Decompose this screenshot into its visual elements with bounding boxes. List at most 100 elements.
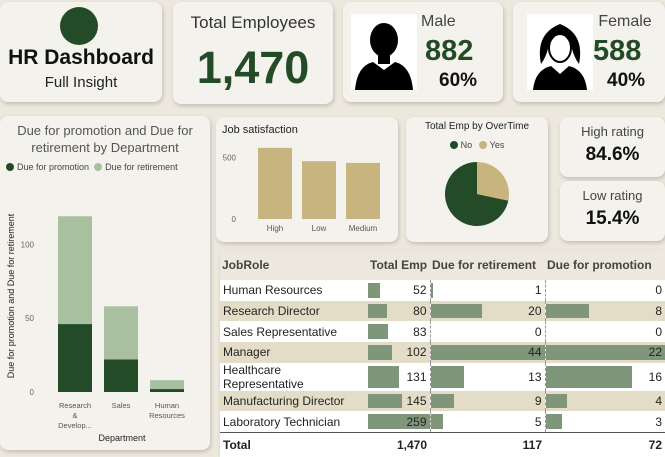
cell-due-promotion: 3 — [545, 411, 665, 432]
cell-total-emp: 83 — [368, 321, 430, 342]
cell-due-retirement: 9 — [430, 391, 545, 412]
cell-due-retirement: 20 — [430, 301, 545, 322]
cell-due-retirement: 44 — [430, 342, 545, 363]
cell-total-emp: 80 — [368, 301, 430, 322]
cell-value: 0 — [655, 283, 662, 297]
cell-value: 5 — [535, 415, 542, 429]
y-tick-label: 100 — [21, 240, 35, 249]
cell-total-emp: 145 — [368, 391, 430, 412]
total-row-promotion: 72 — [545, 433, 665, 457]
data-bar — [546, 366, 633, 388]
data-bar — [368, 283, 380, 298]
total-row-label: Total — [220, 433, 368, 457]
bar-promotion — [104, 360, 138, 392]
dashboard-subtitle: Full Insight — [0, 74, 162, 91]
data-bar — [431, 414, 444, 429]
data-bar — [368, 304, 387, 319]
data-bar — [368, 366, 399, 388]
cell-value: 259 — [406, 415, 426, 429]
y-tick-label: 500 — [223, 153, 237, 162]
cell-total-emp: 131 — [368, 363, 430, 391]
bar-promotion — [150, 389, 184, 392]
data-bar — [368, 394, 402, 409]
cell-value: 52 — [413, 283, 426, 297]
male-card: Male 882 60% — [343, 2, 503, 102]
data-bar — [368, 345, 392, 360]
cell-total-emp: 52 — [368, 280, 430, 301]
data-bar — [546, 345, 665, 360]
x-tick-label: Human — [155, 401, 179, 410]
cell-jobrole: Research Director — [220, 301, 368, 322]
cell-due-promotion: 0 — [545, 321, 665, 342]
logo-circle — [60, 7, 98, 45]
data-bar — [546, 414, 562, 429]
x-tick-label: & — [72, 411, 77, 420]
cell-jobrole: Manager — [220, 342, 368, 363]
cell-value: 3 — [655, 415, 662, 429]
cell-value: 131 — [406, 370, 426, 384]
female-count: 588 — [593, 35, 641, 68]
table-row[interactable]: Manufacturing Director 145 9 4 — [220, 391, 665, 412]
cell-due-promotion: 16 — [545, 363, 665, 391]
data-bar — [368, 324, 388, 339]
female-label: Female — [585, 13, 665, 31]
table-total-row: Total 1,470 117 72 — [220, 433, 665, 457]
column-header-due-retirement[interactable]: Due for retirement — [430, 250, 545, 280]
male-percent: 60% — [439, 70, 477, 92]
dashboard-title: HR Dashboard — [0, 46, 162, 70]
data-bar — [546, 304, 589, 319]
cell-jobrole: Human Resources — [220, 280, 368, 301]
total-employees-card: Total Employees 1,470 — [173, 2, 333, 104]
cell-value: 20 — [528, 304, 541, 318]
high-rating-card: High rating 84.6% — [560, 117, 665, 177]
total-employees-value: 1,470 — [173, 42, 333, 94]
x-tick-label: Low — [312, 224, 327, 233]
x-tick-label: Research — [59, 401, 91, 410]
overtime-pie-svg — [406, 117, 548, 242]
column-header-jobrole[interactable]: JobRole — [220, 250, 368, 280]
low-rating-card: Low rating 15.4% — [560, 181, 665, 241]
cell-value: 0 — [655, 325, 662, 339]
cell-jobrole: Manufacturing Director — [220, 391, 368, 412]
bar-job-satisfaction — [346, 163, 380, 219]
column-header-total-emp[interactable]: Total Emp — [368, 250, 430, 280]
male-avatar-icon — [351, 14, 417, 90]
data-bar — [431, 394, 454, 409]
data-bar — [431, 366, 465, 388]
cell-value: 4 — [655, 394, 662, 408]
y-axis-label: Due for promotion and Due for retirement — [6, 213, 16, 378]
male-count: 882 — [425, 35, 473, 68]
column-header-due-promotion[interactable]: Due for promotion — [545, 250, 665, 280]
female-card: Female 588 40% — [513, 2, 665, 102]
high-rating-label: High rating — [560, 124, 665, 139]
male-label: Male — [421, 13, 501, 31]
cell-value: 145 — [406, 394, 426, 408]
cell-due-promotion: 0 — [545, 280, 665, 301]
cell-jobrole: Sales Representative — [220, 321, 368, 342]
cell-due-promotion: 22 — [545, 342, 665, 363]
cell-value: 13 — [528, 370, 541, 384]
y-tick-label: 50 — [25, 314, 34, 323]
title-card: HR Dashboard Full Insight — [0, 2, 162, 102]
total-row-emp: 1,470 — [368, 433, 430, 457]
cell-value: 44 — [528, 345, 541, 359]
bar-retirement — [58, 216, 92, 324]
cell-value: 102 — [406, 345, 426, 359]
cell-value: 0 — [535, 325, 542, 339]
table-row[interactable]: Manager 102 44 22 — [220, 342, 665, 363]
y-tick-label: 0 — [232, 215, 237, 224]
female-percent: 40% — [607, 70, 645, 92]
bar-retirement — [104, 306, 138, 359]
x-tick-label: Develop... — [58, 421, 92, 430]
low-rating-value: 15.4% — [560, 208, 665, 230]
promotion-retirement-chart-card: Due for promotion and Due for retirement… — [0, 116, 210, 450]
table-header-row: JobRole Total Emp Due for retirement Due… — [220, 250, 665, 280]
